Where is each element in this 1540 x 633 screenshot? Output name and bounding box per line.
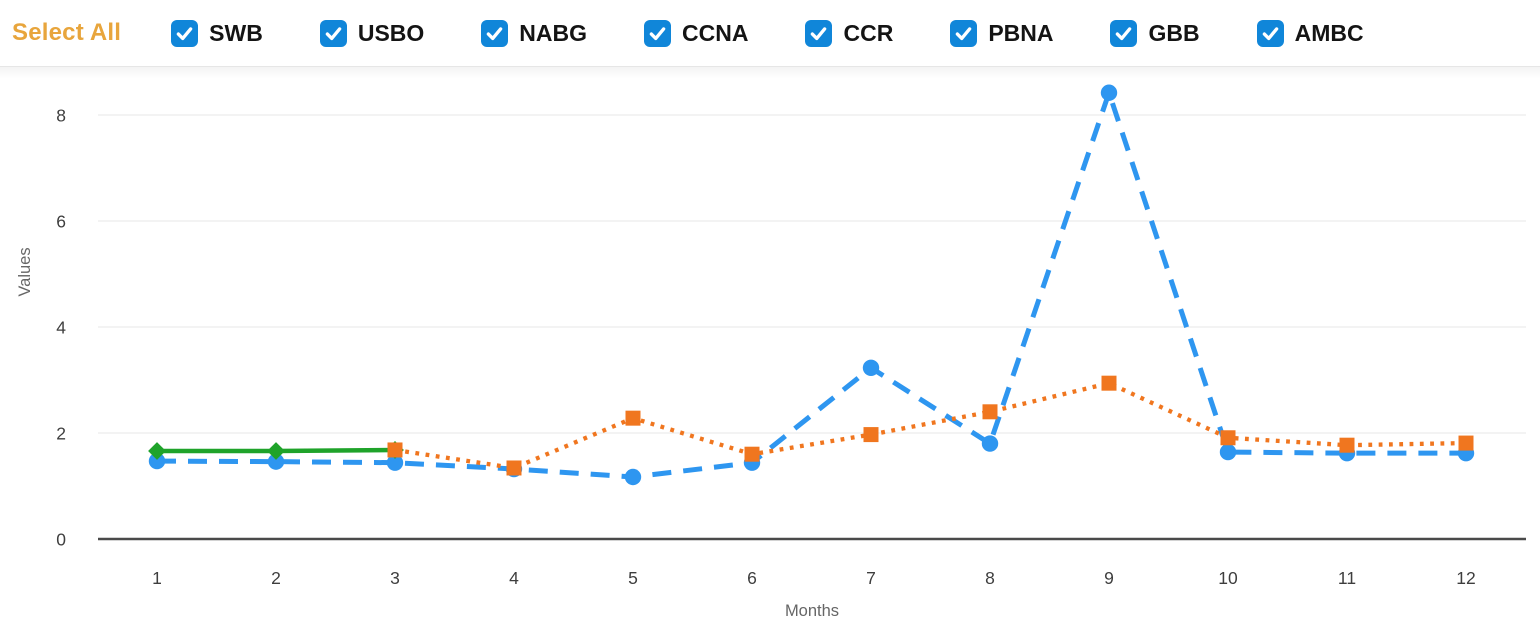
checkbox-label: CCNA	[682, 19, 749, 46]
checkbox-pbna[interactable]	[950, 19, 978, 47]
point-orange-dotted-m11[interactable]	[1339, 437, 1355, 453]
check-icon	[176, 26, 193, 40]
checkbox-group: SWB USBO NABG CCNA CCR	[171, 19, 1364, 47]
checkbox-usbo[interactable]	[319, 19, 347, 47]
x-tick-label: 8	[985, 568, 995, 588]
checkbox-ccr[interactable]	[805, 19, 833, 47]
y-tick-label: 8	[56, 106, 66, 126]
x-tick-label: 10	[1218, 568, 1238, 588]
point-blue-dashed-m5[interactable]	[624, 468, 642, 486]
checkbox-item-gbb[interactable]: GBB	[1110, 19, 1200, 47]
checkbox-nabg[interactable]	[481, 19, 509, 47]
checkbox-label: USBO	[357, 19, 425, 46]
checkbox-item-ambc[interactable]: AMBC	[1256, 19, 1364, 47]
checkbox-swb[interactable]	[171, 19, 199, 47]
toolbar-divider	[0, 66, 1540, 79]
checkbox-label: GBB	[1148, 19, 1200, 46]
y-tick-label: 0	[56, 530, 66, 550]
y-tick-label: 2	[56, 424, 66, 444]
check-icon	[486, 26, 503, 40]
x-tick-label: 11	[1338, 568, 1356, 588]
point-green-solid-m2[interactable]	[267, 442, 285, 460]
checkbox-item-swb[interactable]: SWB	[171, 19, 263, 47]
checkbox-ambc[interactable]	[1256, 19, 1284, 47]
x-tick-label: 2	[271, 568, 281, 588]
check-icon	[1262, 26, 1278, 40]
checkbox-label: SWB	[209, 19, 263, 46]
point-orange-dotted-m12[interactable]	[1458, 435, 1474, 451]
point-blue-dashed-m10[interactable]	[1219, 443, 1237, 461]
x-tick-label: 4	[509, 568, 519, 588]
point-orange-dotted-m10[interactable]	[1220, 430, 1236, 446]
check-icon	[811, 26, 827, 40]
y-tick-label: 4	[56, 318, 66, 338]
point-orange-dotted-m9[interactable]	[1101, 375, 1117, 391]
point-orange-dotted-m6[interactable]	[744, 446, 760, 462]
x-axis-title: Months	[785, 602, 839, 620]
x-tick-label: 5	[628, 568, 638, 588]
point-blue-dashed-m8[interactable]	[981, 435, 999, 452]
x-tick-label: 1	[152, 568, 162, 588]
point-orange-dotted-m4[interactable]	[506, 460, 522, 476]
point-orange-dotted-m3[interactable]	[387, 442, 403, 458]
point-blue-dashed-m7[interactable]	[862, 359, 880, 377]
checkbox-label: NABG	[519, 19, 588, 46]
point-orange-dotted-m5[interactable]	[625, 410, 641, 426]
point-blue-dashed-m3[interactable]	[386, 454, 404, 471]
check-icon	[956, 26, 972, 40]
check-icon	[1116, 26, 1132, 40]
y-axis-title: Values	[16, 247, 34, 296]
x-tick-label: 6	[747, 568, 757, 588]
y-tick-label: 6	[56, 212, 66, 232]
check-icon	[325, 26, 342, 40]
checkbox-label: PBNA	[988, 19, 1054, 46]
checkbox-label: CCR	[843, 19, 894, 46]
x-tick-label: 12	[1456, 568, 1475, 588]
series-orange-dotted-line	[394, 380, 1467, 471]
checkbox-item-usbo[interactable]: USBO	[319, 19, 425, 47]
checkbox-item-nabg[interactable]: NABG	[481, 19, 588, 47]
point-orange-dotted-m7[interactable]	[863, 427, 879, 443]
checkbox-item-ccr[interactable]: CCR	[805, 19, 894, 47]
checkbox-ccna[interactable]	[644, 19, 672, 47]
chart-area: 0 2 4 6 8 1 2 3 4 5 6 7 8 9 10 11 12 Values Months	[0, 66, 1540, 633]
series-blue-dashed-line	[156, 84, 1466, 480]
check-icon	[649, 26, 666, 40]
point-blue-dashed-m2[interactable]	[267, 453, 285, 470]
checkbox-gbb[interactable]	[1110, 19, 1138, 47]
series-toolbar: Select All SWB USBO NABG	[0, 0, 1540, 66]
point-orange-dotted-m8[interactable]	[982, 404, 998, 420]
point-blue-dashed-m1[interactable]	[148, 452, 166, 470]
x-tick-label: 9	[1104, 568, 1114, 588]
checkbox-label: AMBC	[1294, 19, 1364, 46]
x-tick-label: 7	[866, 568, 876, 588]
checkbox-item-pbna[interactable]: PBNA	[950, 19, 1054, 47]
x-tick-label: 3	[390, 568, 400, 588]
select-all-button[interactable]: Select All	[12, 19, 122, 46]
point-blue-dashed-m9[interactable]	[1100, 84, 1118, 101]
checkbox-item-ccna[interactable]: CCNA	[644, 19, 749, 47]
